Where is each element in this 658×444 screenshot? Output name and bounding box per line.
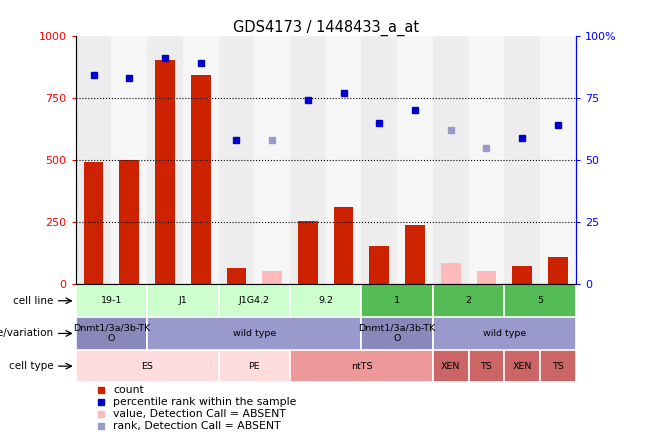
Bar bbox=[191, 75, 211, 285]
Text: J1G4.2: J1G4.2 bbox=[239, 296, 270, 305]
Text: 19-1: 19-1 bbox=[101, 296, 122, 305]
Bar bbox=[433, 317, 576, 350]
Text: wild type: wild type bbox=[483, 329, 526, 338]
Bar bbox=[218, 350, 290, 382]
Bar bbox=[513, 266, 532, 285]
Text: rank, Detection Call = ABSENT: rank, Detection Call = ABSENT bbox=[113, 421, 281, 431]
Bar bbox=[397, 36, 433, 285]
Bar bbox=[76, 350, 218, 382]
Text: wild type: wild type bbox=[233, 329, 276, 338]
Bar bbox=[147, 317, 361, 350]
Bar bbox=[120, 160, 139, 285]
Bar bbox=[218, 36, 254, 285]
Bar bbox=[361, 317, 433, 350]
Bar bbox=[504, 350, 540, 382]
Bar bbox=[476, 271, 496, 285]
Bar bbox=[468, 36, 504, 285]
Bar bbox=[361, 36, 397, 285]
Bar bbox=[433, 285, 504, 317]
Bar bbox=[76, 317, 147, 350]
Bar bbox=[540, 350, 576, 382]
Bar bbox=[334, 207, 353, 285]
Bar bbox=[226, 268, 246, 285]
Bar bbox=[183, 36, 218, 285]
Text: ntTS: ntTS bbox=[351, 361, 372, 371]
Bar bbox=[111, 36, 147, 285]
Text: Dnmt1/3a/3b-TK
O: Dnmt1/3a/3b-TK O bbox=[359, 324, 436, 343]
Text: percentile rank within the sample: percentile rank within the sample bbox=[113, 397, 297, 407]
Text: ES: ES bbox=[141, 361, 153, 371]
Bar bbox=[504, 36, 540, 285]
Text: 1: 1 bbox=[394, 296, 400, 305]
Bar bbox=[548, 257, 568, 285]
Bar bbox=[326, 36, 361, 285]
Text: PE: PE bbox=[249, 361, 260, 371]
Bar bbox=[155, 60, 175, 285]
Text: genotype/variation: genotype/variation bbox=[0, 329, 53, 338]
Text: TS: TS bbox=[552, 361, 564, 371]
Bar bbox=[540, 36, 576, 285]
Bar bbox=[290, 350, 433, 382]
Title: GDS4173 / 1448433_a_at: GDS4173 / 1448433_a_at bbox=[233, 20, 418, 36]
Text: 5: 5 bbox=[537, 296, 543, 305]
Bar bbox=[218, 285, 290, 317]
Bar bbox=[147, 36, 183, 285]
Text: value, Detection Call = ABSENT: value, Detection Call = ABSENT bbox=[113, 409, 286, 419]
Bar bbox=[370, 246, 389, 285]
Text: J1: J1 bbox=[178, 296, 188, 305]
Bar bbox=[361, 285, 433, 317]
Bar bbox=[433, 36, 468, 285]
Text: TS: TS bbox=[480, 361, 492, 371]
Text: 9.2: 9.2 bbox=[318, 296, 333, 305]
Bar bbox=[254, 36, 290, 285]
Text: count: count bbox=[113, 385, 144, 395]
Bar bbox=[405, 225, 425, 285]
Bar bbox=[147, 285, 218, 317]
Text: 2: 2 bbox=[466, 296, 472, 305]
Text: XEN: XEN bbox=[513, 361, 532, 371]
Bar bbox=[84, 163, 103, 285]
Bar bbox=[433, 350, 468, 382]
Bar bbox=[468, 350, 504, 382]
Bar bbox=[76, 36, 111, 285]
Bar bbox=[298, 221, 318, 285]
Bar bbox=[290, 285, 361, 317]
Bar bbox=[290, 36, 326, 285]
Text: XEN: XEN bbox=[441, 361, 461, 371]
Text: cell line: cell line bbox=[13, 296, 53, 306]
Bar bbox=[76, 285, 147, 317]
Text: Dnmt1/3a/3b-TK
O: Dnmt1/3a/3b-TK O bbox=[73, 324, 150, 343]
Bar bbox=[504, 285, 576, 317]
Bar bbox=[263, 271, 282, 285]
Bar bbox=[441, 263, 461, 285]
Text: cell type: cell type bbox=[9, 361, 53, 371]
